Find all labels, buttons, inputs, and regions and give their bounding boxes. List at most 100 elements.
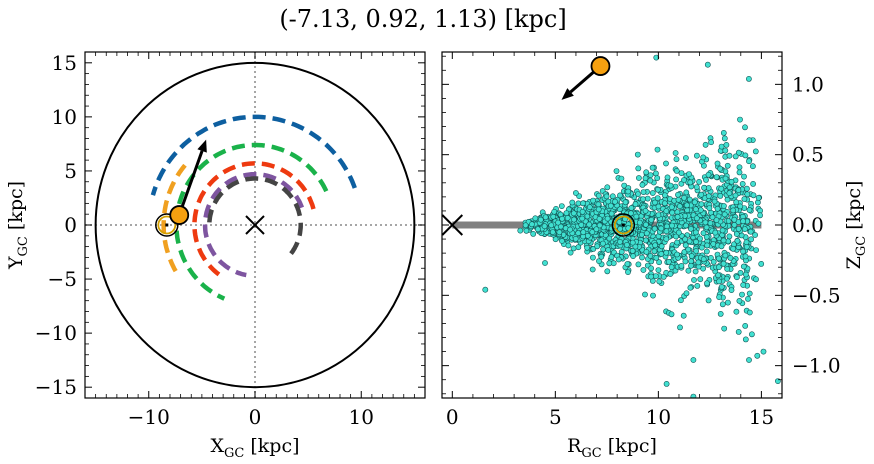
- star-point: [604, 184, 611, 191]
- y-tick-label: −15: [35, 375, 77, 399]
- y-tick-label: −0.5: [792, 283, 841, 307]
- star-point: [593, 226, 600, 233]
- star-point: [628, 210, 634, 217]
- star-point: [683, 155, 689, 161]
- star-point: [636, 219, 643, 226]
- star-point: [698, 244, 705, 251]
- star-point: [678, 262, 685, 269]
- star-point: [653, 54, 660, 61]
- star-point: [703, 233, 710, 240]
- star-point: [715, 255, 722, 262]
- star-point: [716, 294, 722, 300]
- star-point: [718, 243, 725, 250]
- star-point: [747, 228, 754, 235]
- star-point: [622, 199, 629, 206]
- star-point: [669, 209, 676, 216]
- star-point: [647, 172, 654, 178]
- x-tick-label: −10: [128, 405, 170, 429]
- star-point: [653, 254, 660, 261]
- star-point: [724, 266, 731, 272]
- star-point: [668, 204, 675, 210]
- star-point: [590, 197, 596, 204]
- y-tick-label: 0.5: [792, 143, 824, 167]
- star-point: [635, 261, 642, 268]
- star-point: [629, 239, 636, 246]
- x-tick-label: 5: [549, 405, 562, 429]
- xy-ticks: −10 0 10 −15 −10 −5 0 5 10 15: [35, 51, 426, 429]
- star-point: [612, 198, 618, 205]
- star-point: [746, 290, 753, 297]
- star-point: [733, 231, 740, 237]
- star-point: [598, 253, 605, 260]
- star-point: [595, 192, 602, 199]
- star-point: [742, 336, 749, 343]
- star-point: [688, 262, 694, 269]
- star-point: [674, 213, 681, 220]
- rz-ylabel: ZGC [kpc]: [843, 181, 869, 270]
- star-point: [718, 185, 725, 192]
- star-point: [708, 139, 714, 146]
- star-point: [739, 291, 745, 298]
- star-point: [673, 176, 679, 183]
- star-point: [700, 230, 707, 236]
- star-point: [669, 222, 675, 229]
- star-point: [716, 278, 722, 285]
- star-point: [650, 292, 656, 299]
- star-point: [674, 239, 680, 246]
- star-point: [688, 253, 695, 259]
- star-point: [663, 236, 670, 242]
- star-point: [740, 248, 746, 255]
- star-point: [687, 179, 694, 186]
- star-point: [584, 213, 591, 220]
- star-point: [746, 137, 753, 144]
- x-tick-label: 15: [749, 405, 774, 429]
- star-point: [608, 254, 615, 260]
- star-point: [639, 181, 646, 188]
- star-point: [683, 189, 690, 196]
- star-point: [604, 215, 611, 222]
- star-point: [678, 170, 685, 176]
- star-point: [693, 215, 700, 222]
- star-point: [596, 215, 603, 222]
- star-point: [643, 248, 650, 255]
- star-point: [694, 282, 701, 289]
- star-point: [735, 328, 742, 335]
- star-point: [735, 225, 742, 232]
- spiral-arm-5: [202, 171, 305, 278]
- star-point: [647, 177, 654, 184]
- star-point: [758, 260, 765, 267]
- star-point: [684, 207, 691, 213]
- star-point: [664, 174, 671, 181]
- star-point: [705, 171, 712, 178]
- star-point: [675, 196, 682, 203]
- star-point: [725, 299, 731, 306]
- star-point: [691, 277, 697, 283]
- star-point: [579, 215, 586, 222]
- star-point: [705, 297, 712, 304]
- star-point: [652, 273, 659, 279]
- star-point: [775, 378, 781, 384]
- star-point: [663, 228, 670, 235]
- spiral-arms: [150, 114, 357, 301]
- star-point: [736, 164, 743, 171]
- star-point: [643, 221, 649, 228]
- star-point: [541, 223, 548, 230]
- star-point: [632, 243, 639, 250]
- star-point: [702, 141, 709, 148]
- star-point: [732, 153, 739, 160]
- star-point: [726, 233, 733, 240]
- star-point: [682, 258, 689, 265]
- star-point: [567, 226, 573, 233]
- star-point: [640, 189, 647, 195]
- star-point: [746, 207, 753, 213]
- star-point: [558, 203, 565, 209]
- star-point: [642, 237, 649, 244]
- star-point: [681, 194, 687, 201]
- sun-marker: [611, 213, 636, 237]
- xy-panel: −10 0 10 −15 −10 −5 0 5 10 15 XGC [kpc] YGC [kpc]: [5, 51, 426, 461]
- star-point: [529, 221, 535, 228]
- y-tick-label: −5: [48, 267, 77, 291]
- star-point: [746, 357, 752, 363]
- star-point: [655, 203, 662, 210]
- y-tick-label: 5: [64, 159, 77, 183]
